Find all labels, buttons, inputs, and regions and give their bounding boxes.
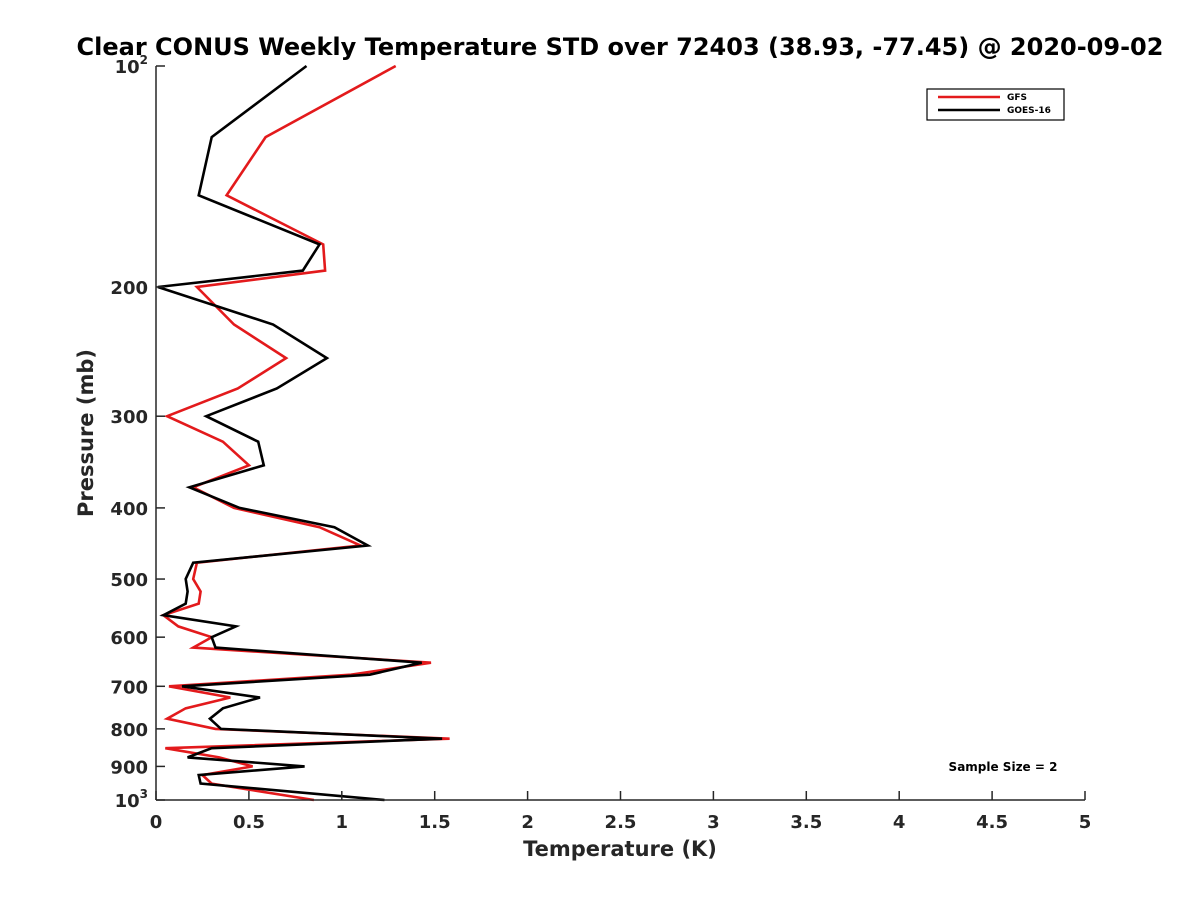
legend-label: GFS	[1007, 93, 1027, 103]
y-tick-label: 200	[110, 278, 148, 299]
x-tick-label: 2	[521, 812, 534, 833]
x-axis-ticks: 0 0.5 1 1.5 2 2.5 3 3.5 4 4.5 5	[150, 791, 1092, 833]
x-tick-label: 2.5	[605, 812, 637, 833]
x-tick-label: 1	[336, 812, 349, 833]
legend: GFS GOES-16	[926, 88, 1065, 121]
x-tick-label: 4	[893, 812, 906, 833]
y-axis-label: Pressure (mb)	[74, 349, 98, 517]
y-axis-ticks: 102 200 300 400 500 600 700 800 900 103	[110, 53, 165, 812]
plot-area: 0 0.5 1 1.5 2 2.5 3 3.5 4 4.5 5 102 200 300 400 500 600…	[110, 53, 1091, 833]
x-tick-label: 4.5	[976, 812, 1008, 833]
x-tick-label: 3.5	[790, 812, 822, 833]
y-tick-label: 300	[110, 407, 148, 428]
y-tick-label: 400	[110, 499, 148, 520]
legend-items: GFS GOES-16	[938, 93, 1051, 116]
y-tick-label: 900	[110, 757, 148, 778]
sample-size-annotation: Sample Size = 2	[949, 760, 1058, 774]
y-tick-label: 600	[110, 628, 148, 649]
series-line-goes-16	[157, 64, 443, 802]
x-tick-label: 5	[1079, 812, 1092, 833]
x-axis-label: Temperature (K)	[523, 837, 717, 861]
axes-background	[156, 66, 1085, 800]
y-tick-label: 102	[115, 53, 148, 78]
series-layer	[157, 64, 450, 802]
chart-title: Clear CONUS Weekly Temperature STD over …	[77, 33, 1164, 61]
legend-label: GOES-16	[1007, 106, 1051, 116]
y-tick-label: 103	[115, 787, 148, 812]
y-tick-label: 700	[110, 677, 148, 698]
x-tick-label: 3	[707, 812, 720, 833]
x-tick-label: 0	[150, 812, 163, 833]
x-tick-label: 0.5	[233, 812, 265, 833]
x-tick-label: 1.5	[419, 812, 451, 833]
legend-box	[926, 88, 1065, 121]
y-tick-label: 800	[110, 720, 148, 741]
y-tick-label: 500	[110, 570, 148, 591]
